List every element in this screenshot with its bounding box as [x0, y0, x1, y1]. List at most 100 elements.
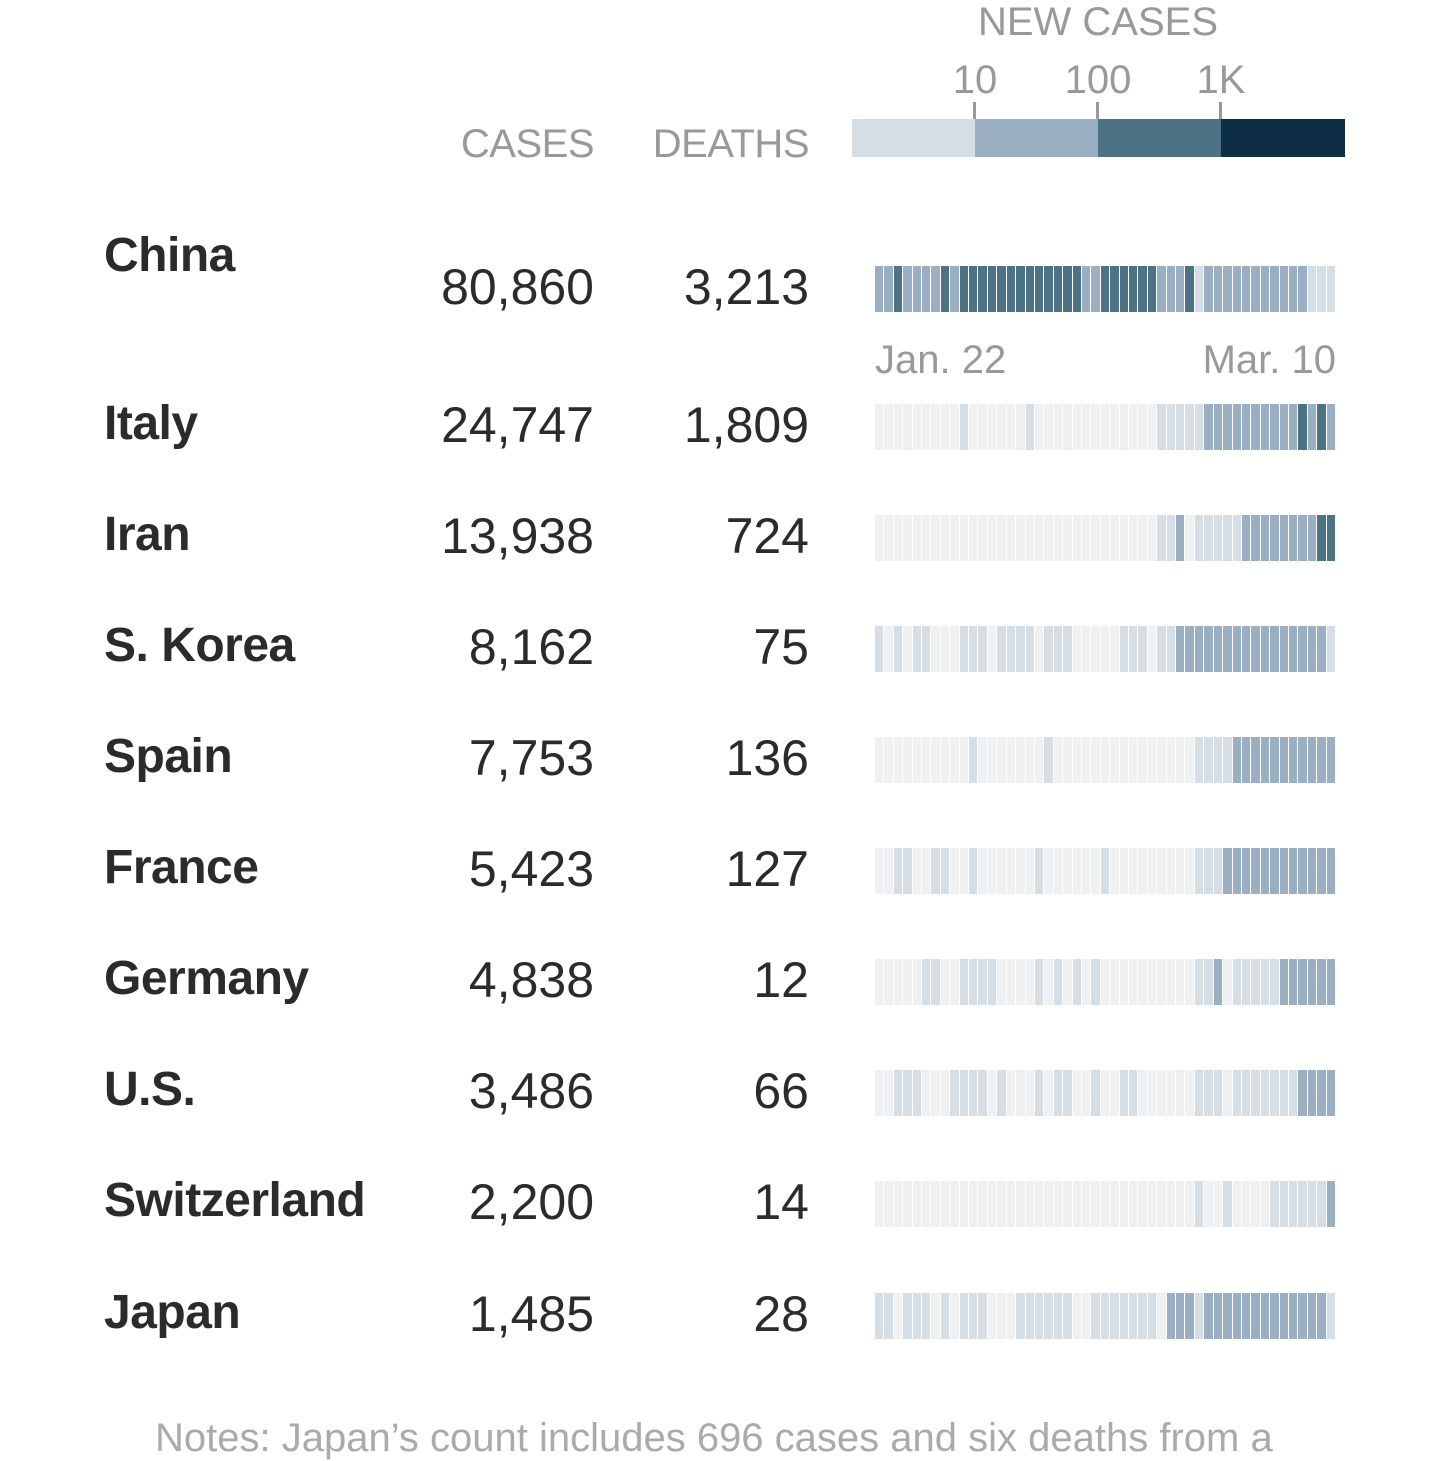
heatmap-cell	[950, 959, 959, 1005]
heatmap-cell	[1081, 515, 1091, 561]
heatmap-cell	[1223, 1293, 1232, 1339]
heatmap-cell	[1091, 959, 1100, 1005]
heatmap-cell	[931, 1181, 940, 1227]
heatmap-cell	[1138, 626, 1147, 672]
heatmap-cell	[1053, 1181, 1063, 1227]
heatmap-cell	[1185, 266, 1194, 312]
heatmap-cell	[1232, 626, 1241, 672]
heatmap-strip	[875, 1293, 1336, 1339]
heatmap-cell	[1072, 404, 1081, 450]
country-label: Iran	[104, 508, 191, 561]
heatmap-cell	[1016, 404, 1025, 450]
heatmap-cell	[1213, 1070, 1223, 1116]
heatmap-cell	[997, 1293, 1006, 1339]
heatmap-cell	[1034, 266, 1044, 312]
heatmap-cell	[940, 515, 950, 561]
heatmap-cell	[1251, 515, 1260, 561]
heatmap-cell	[1025, 848, 1034, 894]
heatmap-cell	[940, 404, 950, 450]
heatmap-cell	[1147, 1293, 1157, 1339]
heatmap-cell	[884, 959, 893, 1005]
legend-tick-mark	[1096, 102, 1099, 120]
heatmap-cell	[903, 626, 912, 672]
heatmap-cell	[1232, 266, 1241, 312]
heatmap-cell	[1298, 848, 1307, 894]
heatmap-strip	[875, 404, 1336, 450]
heatmap-cell	[950, 404, 959, 450]
heatmap-cell	[931, 959, 940, 1005]
heatmap-cell	[1185, 737, 1194, 783]
heatmap-cell	[1119, 848, 1129, 894]
heatmap-cell	[1260, 266, 1270, 312]
heatmap-cell	[1260, 737, 1270, 783]
heatmap-cell	[903, 848, 912, 894]
heatmap-cell	[1166, 848, 1176, 894]
heatmap-cell	[1279, 737, 1288, 783]
heatmap-cell	[1185, 1293, 1194, 1339]
heatmap-cell	[959, 1293, 969, 1339]
heatmap-cell	[1223, 266, 1232, 312]
heatmap-cell	[969, 626, 978, 672]
legend-tick-label: 100	[1064, 58, 1132, 102]
heatmap-cell	[1063, 959, 1072, 1005]
heatmap-cell	[1006, 266, 1016, 312]
heatmap-cell	[1185, 848, 1194, 894]
heatmap-cell	[1307, 737, 1317, 783]
heatmap-cell	[978, 266, 987, 312]
heatmap-cell	[1288, 1070, 1298, 1116]
heatmap-cell	[1288, 404, 1298, 450]
heatmap-cell	[903, 515, 912, 561]
heatmap-cell	[959, 515, 969, 561]
heatmap-cell	[1232, 404, 1241, 450]
heatmap-strip	[875, 626, 1336, 672]
heatmap-cell	[1110, 515, 1119, 561]
heatmap-cell	[875, 848, 884, 894]
heatmap-cell	[1176, 515, 1185, 561]
heatmap-cell	[1176, 1181, 1185, 1227]
heatmap-cell	[875, 266, 884, 312]
heatmap-cell	[1241, 848, 1251, 894]
heatmap-cell	[997, 848, 1006, 894]
heatmap-cell	[1204, 737, 1213, 783]
heatmap-cell	[1270, 959, 1279, 1005]
heatmap-cell	[950, 626, 959, 672]
heatmap-cell	[959, 1181, 969, 1227]
heatmap-cell	[1091, 266, 1100, 312]
heatmap-cell	[959, 848, 969, 894]
heatmap-cell	[1138, 404, 1147, 450]
heatmap-strip	[875, 959, 1336, 1005]
legend-tick-mark	[1219, 102, 1222, 120]
country-label: Italy	[104, 397, 198, 450]
heatmap-cell	[1157, 1293, 1166, 1339]
heatmap-cell	[1006, 1293, 1016, 1339]
heatmap-cell	[1185, 515, 1194, 561]
heatmap-cell	[1194, 626, 1204, 672]
cases-value: 5,423	[468, 841, 594, 897]
heatmap-cell	[1157, 266, 1166, 312]
heatmap-cell	[1053, 737, 1063, 783]
heatmap-cell	[969, 1070, 978, 1116]
heatmap-cell	[978, 515, 987, 561]
heatmap-cell	[893, 848, 903, 894]
heatmap-cell	[1091, 848, 1100, 894]
heatmap-cell	[1232, 1181, 1241, 1227]
heatmap-cell	[1129, 737, 1138, 783]
heatmap-cell	[1100, 959, 1110, 1005]
heatmap-cell	[1119, 266, 1129, 312]
heatmap-cell	[978, 959, 987, 1005]
deaths-value: 127	[725, 841, 809, 897]
heatmap-cell	[1270, 515, 1279, 561]
heatmap-cell	[1213, 404, 1223, 450]
heatmap-cell	[1006, 959, 1016, 1005]
heatmap-cell	[1110, 266, 1119, 312]
heatmap-cell	[1288, 1181, 1298, 1227]
heatmap-cell	[997, 515, 1006, 561]
heatmap-cell	[1241, 1293, 1251, 1339]
heatmap-cell	[940, 1181, 950, 1227]
heatmap-cell	[1307, 959, 1317, 1005]
heatmap-cell	[1006, 626, 1016, 672]
heatmap-cell	[987, 266, 997, 312]
heatmap-cell	[903, 266, 912, 312]
heatmap-cell	[884, 404, 893, 450]
heatmap-cell	[1072, 266, 1081, 312]
